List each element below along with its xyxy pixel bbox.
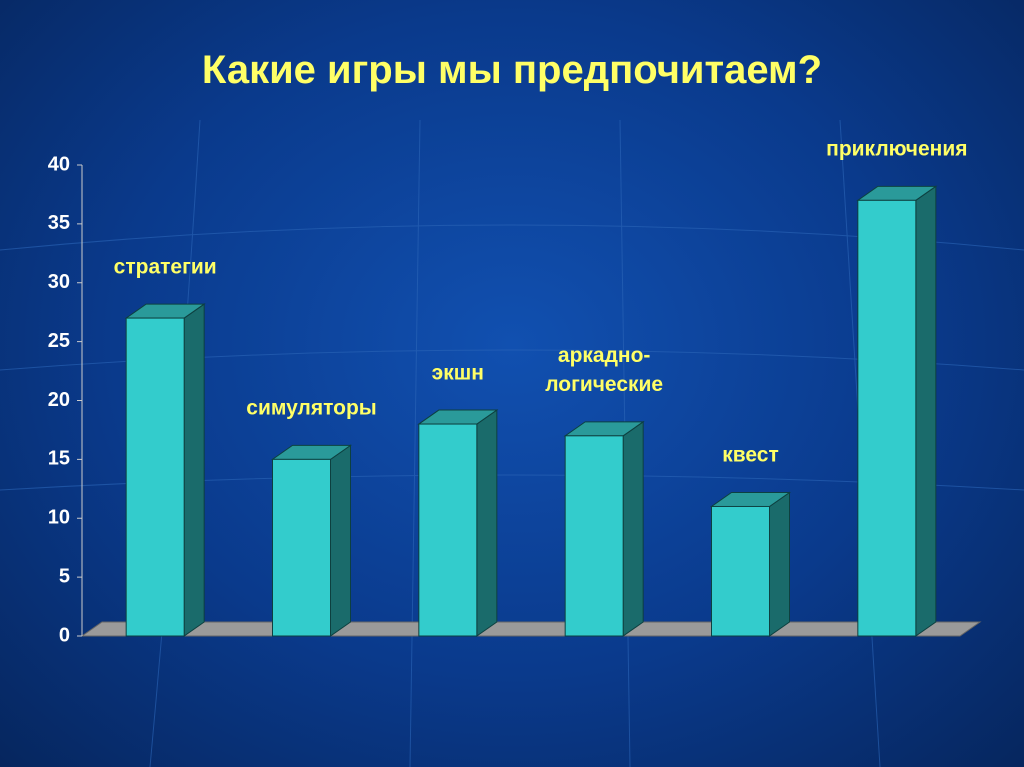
category-label: симуляторы [246, 396, 377, 420]
y-tick-label: 0 [59, 624, 70, 646]
bar-front [418, 423, 478, 637]
chart-title: Какие игры мы предпочитаем? [201, 48, 823, 92]
y-tick-label: 10 [48, 507, 70, 529]
bar [124, 303, 206, 637]
y-tick-label: 5 [59, 565, 70, 587]
category-label: аркадно-логические [545, 344, 664, 397]
bar [856, 185, 938, 637]
category-label: приключения [826, 137, 968, 161]
bar-side [330, 444, 351, 637]
bar-side [183, 303, 205, 637]
bar [270, 444, 353, 637]
category-label: стратегии [113, 255, 217, 279]
bar [417, 409, 499, 637]
bar-front [564, 435, 624, 637]
y-tick-label: 15 [48, 448, 70, 470]
y-tick-label: 30 [48, 271, 70, 293]
bar [709, 491, 792, 637]
category-label: квест [722, 444, 779, 468]
bar-side [622, 420, 644, 637]
bar-front [125, 317, 185, 637]
bar-front [272, 458, 331, 637]
y-tick-label: 20 [48, 389, 70, 411]
bar-side [769, 491, 790, 637]
bar-front [711, 505, 770, 637]
y-tick-label: 40 [48, 153, 70, 175]
y-tick-label: 35 [48, 212, 70, 234]
bar-side [915, 185, 937, 637]
floor [80, 621, 982, 637]
y-tick-label: 25 [48, 330, 70, 352]
bar-front [857, 199, 917, 637]
category-label: экшн [431, 361, 484, 385]
bar-side [476, 409, 498, 637]
bar [563, 420, 645, 637]
